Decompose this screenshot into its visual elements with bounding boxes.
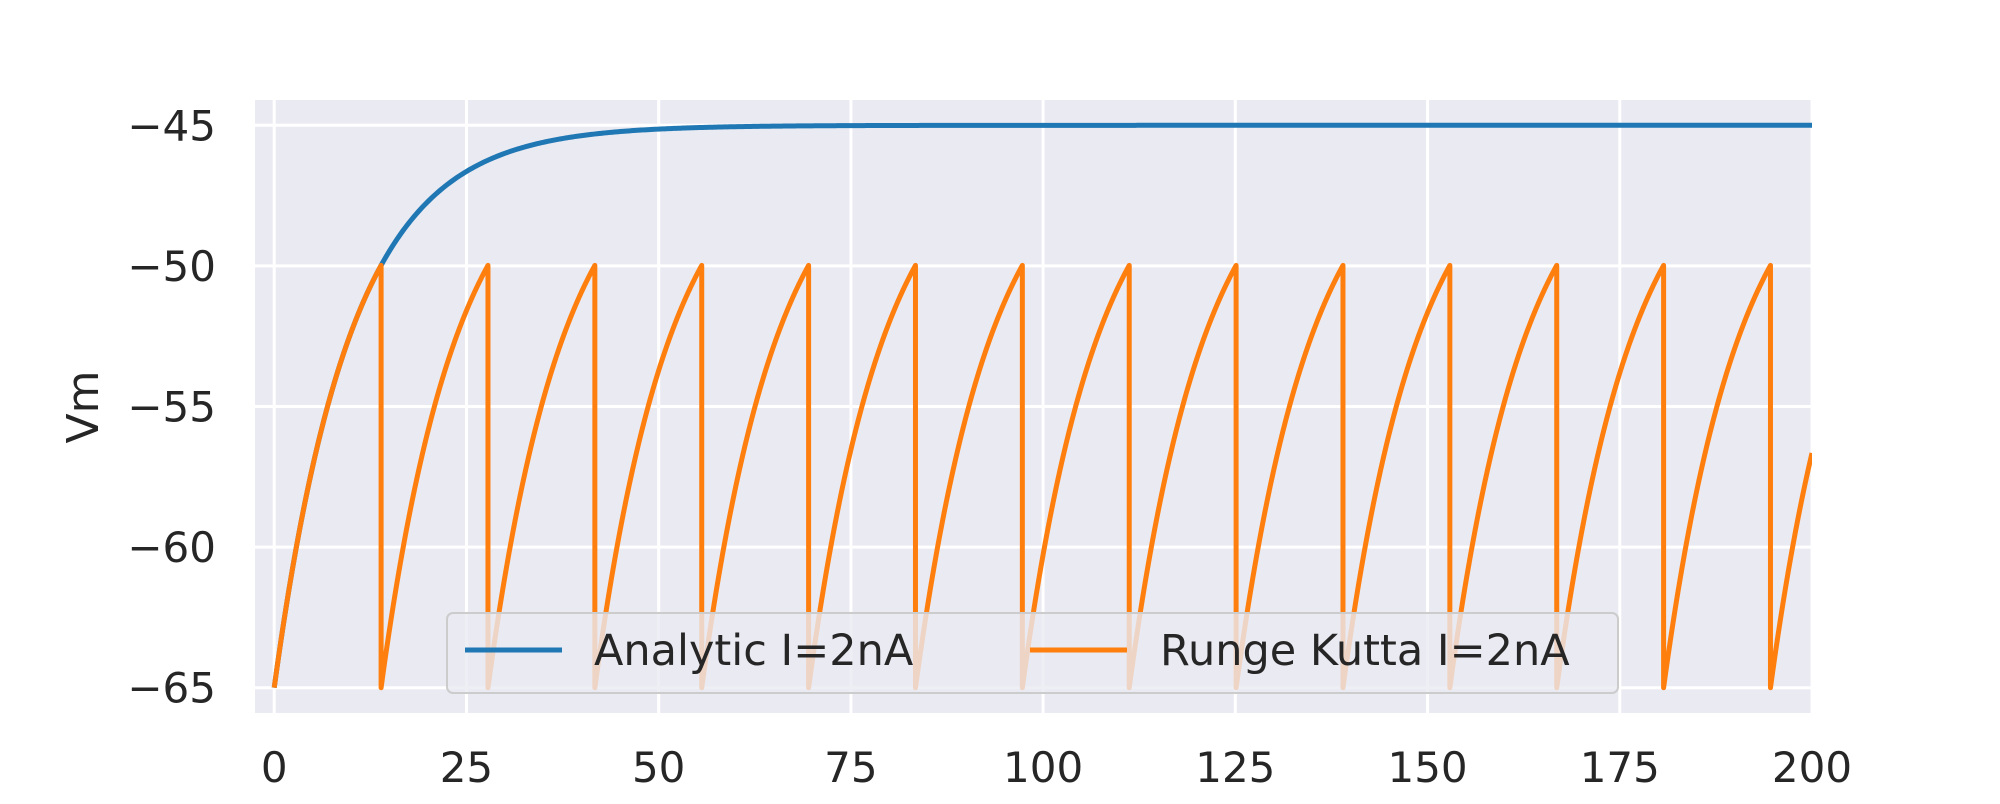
y-tick-label: −60	[127, 523, 216, 572]
x-tick-label: 75	[824, 743, 877, 792]
y-tick-label: −65	[127, 664, 216, 713]
x-tick-labels: 0 25 50 75 100 125 150 175 200	[261, 743, 1852, 792]
y-axis-label: Vm	[58, 371, 109, 444]
series-line-runge-kutta	[271, 262, 1812, 691]
y-tick-label: −55	[127, 383, 216, 432]
x-tick-label: 100	[1003, 743, 1083, 792]
legend: Analytic I=2nA Runge Kutta I=2nA	[446, 612, 1619, 694]
x-tick-label: 50	[632, 743, 685, 792]
x-tick-label: 175	[1580, 743, 1660, 792]
y-tick-labels: −45 −50 −55 −60 −65	[127, 101, 216, 712]
x-tick-label: 0	[261, 743, 288, 792]
legend-label-analytic: Analytic I=2nA	[594, 626, 914, 676]
x-tick-label: 125	[1195, 743, 1275, 792]
series-layer	[271, 122, 1812, 691]
legend-label-runge-kutta: Runge Kutta I=2nA	[1160, 626, 1570, 676]
x-tick-label: 200	[1772, 743, 1852, 792]
x-tick-label: 150	[1387, 743, 1467, 792]
y-tick-label: −45	[127, 101, 216, 150]
legend-frame	[446, 612, 1619, 694]
x-tick-label: 25	[440, 743, 493, 792]
y-tick-label: −50	[127, 242, 216, 291]
series-line-analytic	[271, 122, 1812, 689]
